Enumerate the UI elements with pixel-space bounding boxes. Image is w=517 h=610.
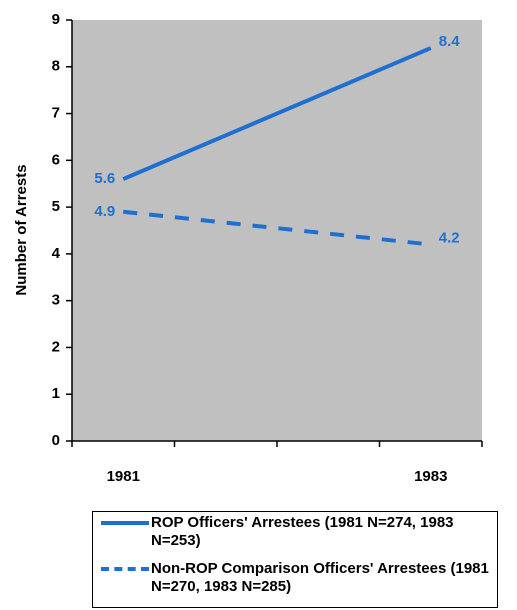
y-tick-label: 6 xyxy=(52,151,60,168)
legend-label: Non-ROP Comparison Officers' Arrestees (… xyxy=(151,560,489,595)
x-tick-label: 1981 xyxy=(107,468,140,485)
y-tick-label: 1 xyxy=(52,385,60,402)
legend: ROP Officers' Arrestees (1981 N=274, 198… xyxy=(92,511,498,608)
y-tick-label: 9 xyxy=(52,11,60,28)
y-tick-label: 8 xyxy=(52,58,60,75)
y-tick-label: 3 xyxy=(52,292,60,309)
data-label: 4.9 xyxy=(94,203,115,220)
legend-swatch xyxy=(101,521,149,525)
y-axis-label: Number of Arrests xyxy=(13,164,30,295)
legend-label: ROP Officers' Arrestees (1981 N=274, 198… xyxy=(151,514,454,549)
series-line xyxy=(122,46,432,181)
y-tick-label: 7 xyxy=(52,105,60,122)
y-tick-label: 5 xyxy=(52,198,60,215)
y-tick-label: 4 xyxy=(52,245,61,262)
data-label: 5.6 xyxy=(94,170,115,187)
x-tick-label: 1983 xyxy=(414,468,447,485)
legend-swatch xyxy=(101,567,149,571)
data-label: 8.4 xyxy=(439,33,461,50)
y-tick-label: 2 xyxy=(52,338,60,355)
data-label: 4.2 xyxy=(439,230,460,247)
y-tick-label: 0 xyxy=(52,432,60,449)
plot-area xyxy=(72,20,482,441)
chart: Number of Arrests 0 1 2 3 4 5 6 7 8 9 1981 1983 5.6 8… xyxy=(13,11,483,485)
